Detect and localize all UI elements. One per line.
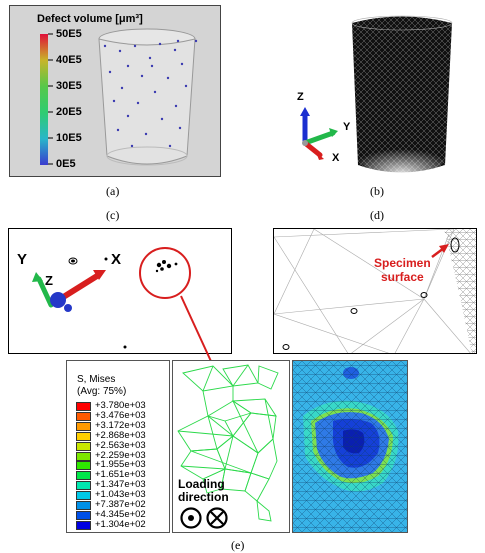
colorbar-tick: 40E5 [56,54,82,66]
mises-value: +1.347e+03 [95,479,146,491]
mises-color-swatch [76,461,91,471]
panel-e-stress-contour [292,360,408,533]
defect-wireframe [177,364,279,522]
out-of-plane-icon [180,507,202,529]
mises-color-swatch [76,451,91,461]
specimen-surface-label-line-2: surface [381,270,424,284]
mises-color-swatch [76,481,91,491]
axis-x-label: X [111,251,122,268]
caption-b: (b) [370,184,384,198]
panel-c-defect-view: Y Z X [8,228,232,354]
colorbar-tick: 10E5 [56,132,82,144]
defect-colorbar [40,28,198,166]
mises-color-swatch [76,501,91,510]
mises-value: +3.476e+03 [95,409,146,421]
specimen-surface-label-line-1: Specimen [374,256,431,270]
caption-d: (d) [370,208,384,222]
mises-value: +1.955e+03 [95,459,146,471]
axis-y-label: Y [343,121,351,133]
axis-y-label: Y [17,251,28,268]
mises-value: +3.172e+03 [95,419,146,431]
mises-value: +2.259e+03 [95,449,146,461]
mises-value: +2.563e+03 [95,439,146,451]
mises-value: +7.387e+02 [95,499,146,510]
specimen-surface-label: Specimen surface [374,256,431,284]
mises-legend-subtitle: (Avg: 75%) [77,386,127,397]
defect-legend-title: Defect volume [μm³] [37,13,143,25]
colorbar-tick: 50E5 [56,28,82,40]
mises-color-swatch [76,491,91,501]
mises-value: +1.304e+02 [95,518,146,530]
mises-value: +2.868e+03 [95,429,146,441]
axis-z-label: Z [297,91,304,103]
into-plane-icon [206,507,228,529]
axis-z-label: Z [45,273,53,288]
mises-color-swatch [76,510,91,520]
mises-color-swatch [76,431,91,441]
caption-c: (c) [106,208,120,222]
mises-color-swatch [76,520,91,530]
panel-e-defect-mesh: Loading direction [172,360,290,533]
panel-a-defect-render: Defect volume [μm³] [9,5,221,177]
loading-direction-label-line-2: direction [178,490,229,504]
loading-direction-label-line-1: Loading [178,477,225,491]
colorbar-tick: 20E5 [56,106,82,118]
panel-d-surface-view: Specimen surface [273,228,477,354]
mises-legend-title: S, Mises [77,374,116,385]
colorbar-tick: 30E5 [56,80,82,92]
loading-direction-label: Loading direction [178,478,229,504]
panel-e-mises-legend: S, Mises (Avg: 75%) +3.780e+03 +3.476e+03… [66,360,170,533]
panel-c-graphics [32,247,191,349]
mises-value: +3.780e+03 [95,400,146,411]
stress-contour-plot [293,361,407,532]
caption-a: (a) [106,184,120,198]
mises-value: +4.345e+02 [95,508,146,520]
mises-color-swatch [76,402,91,411]
mises-value: +1.043e+03 [95,489,146,501]
loading-direction-symbols [180,507,228,529]
axis-x-label: X [332,152,340,164]
mises-color-swatch [76,411,91,421]
mises-color-swatch [76,421,91,431]
panel-d-graphics [274,229,476,353]
mises-value: +1.651e+03 [95,469,146,481]
colorbar-tick: 0E5 [56,158,76,170]
caption-e: (e) [231,538,245,552]
panel-b-mesh-render [300,15,453,175]
mises-color-swatch [76,441,91,451]
mises-color-swatch [76,471,91,481]
